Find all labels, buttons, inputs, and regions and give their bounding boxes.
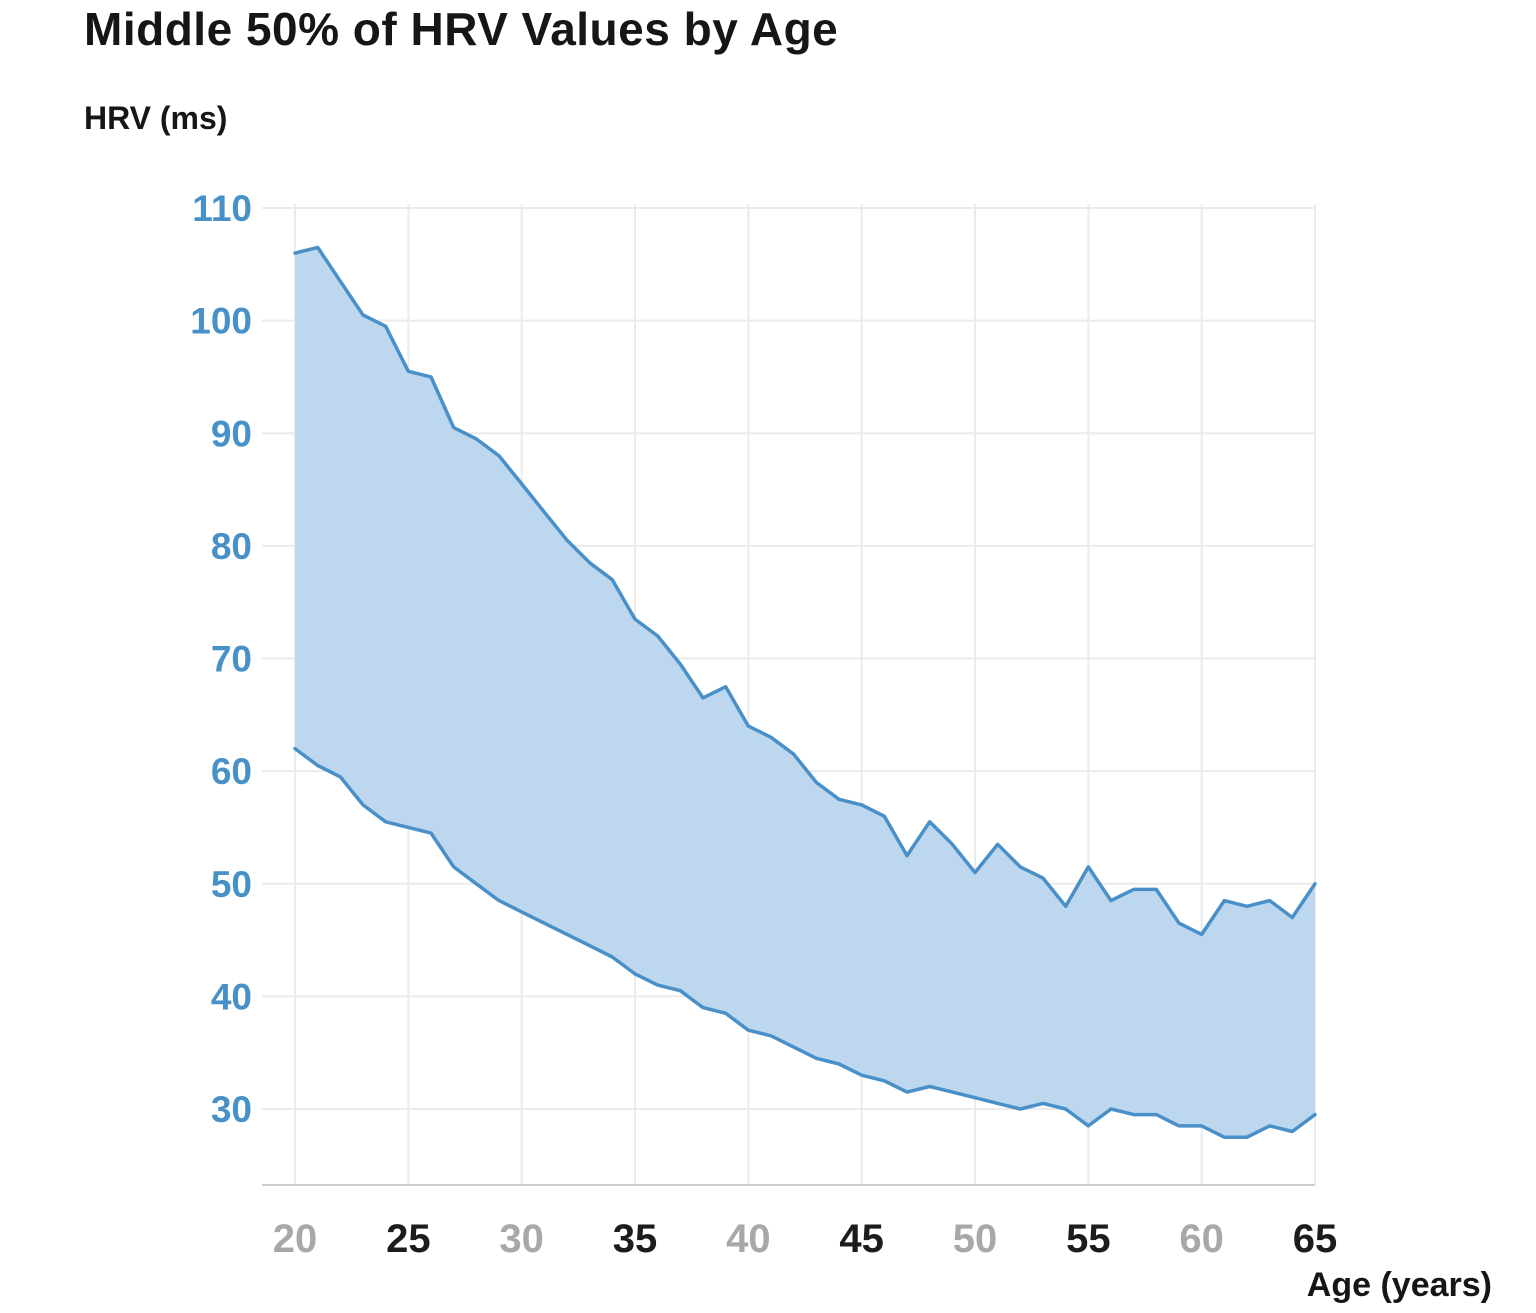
- x-tick-label: 50: [953, 1217, 998, 1261]
- y-tick-label: 40: [211, 976, 252, 1017]
- lower-bound-line: [293, 746, 1317, 1139]
- x-tick-label: 60: [1179, 1217, 1224, 1261]
- chart-title: Middle 50% of HRV Values by Age: [84, 3, 839, 55]
- x-tick-label: 25: [386, 1217, 431, 1261]
- y-tick-label: 80: [211, 526, 252, 567]
- y-tick-label: 110: [192, 188, 252, 229]
- x-tick-label: 45: [839, 1217, 884, 1261]
- x-tick-label: 35: [613, 1217, 658, 1261]
- x-tick-label: 55: [1066, 1217, 1111, 1261]
- upper-bound-line: [293, 245, 1317, 937]
- x-axis-label: Age (years): [1306, 1266, 1492, 1304]
- y-axis-label: HRV (ms): [84, 100, 228, 136]
- x-tick-label: 40: [726, 1217, 771, 1261]
- y-tick-label: 60: [211, 751, 252, 792]
- x-tick-label: 20: [273, 1217, 318, 1261]
- x-tick-label: 30: [499, 1217, 544, 1261]
- y-tick-label: 70: [211, 639, 252, 680]
- y-tick-label: 90: [211, 413, 252, 454]
- iqr-band-area: [295, 247, 1315, 1138]
- y-tick-label: 50: [211, 864, 252, 905]
- x-tick-label: 65: [1293, 1217, 1338, 1261]
- y-tick-label: 100: [190, 301, 252, 342]
- y-tick-label: 30: [211, 1089, 252, 1130]
